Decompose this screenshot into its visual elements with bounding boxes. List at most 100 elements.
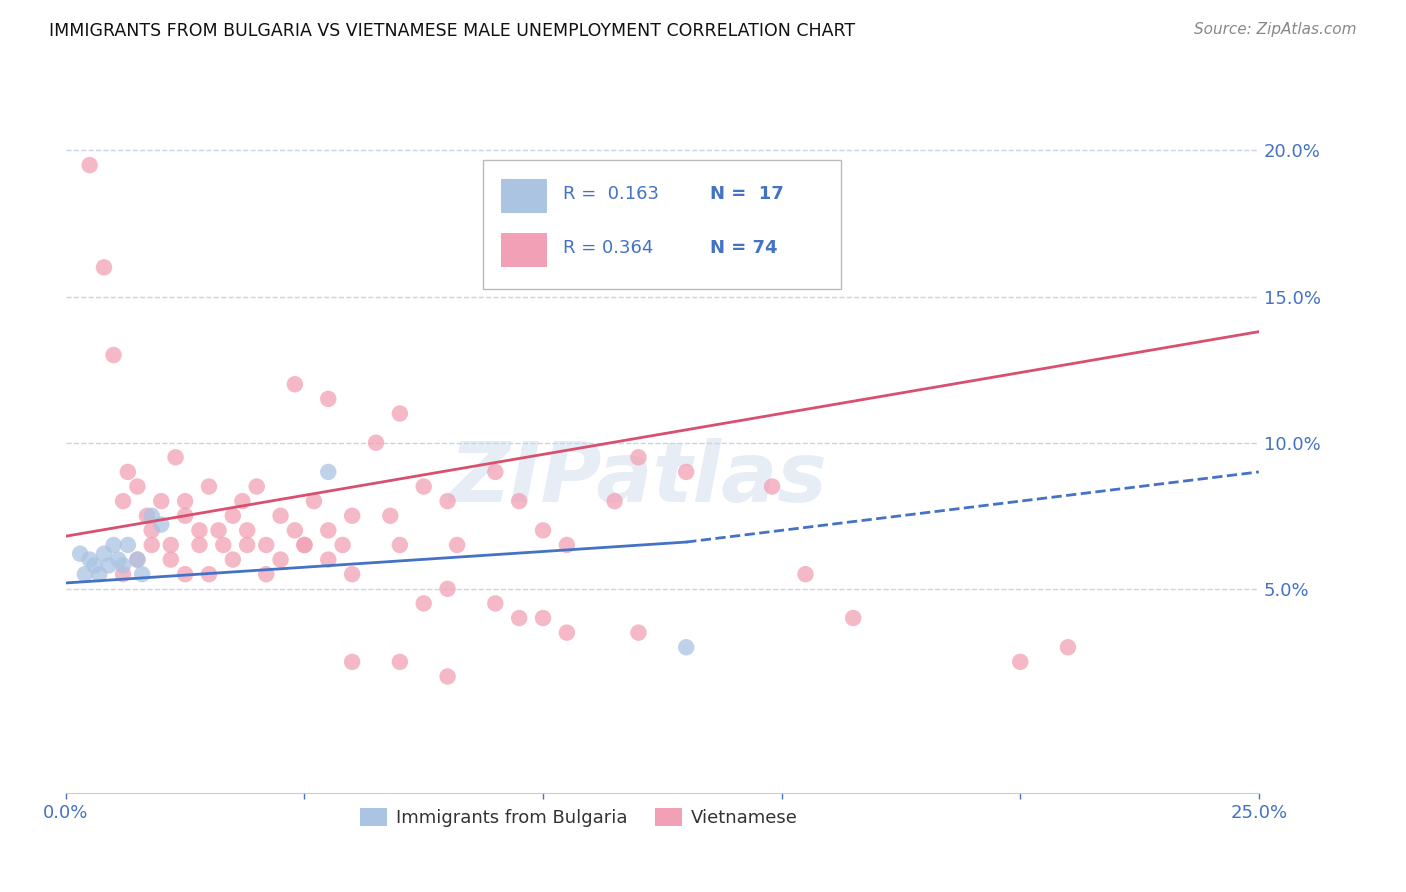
Point — [436, 494, 458, 508]
Point — [79, 552, 101, 566]
Point — [93, 547, 115, 561]
Text: N =  17: N = 17 — [710, 186, 783, 203]
Point — [388, 538, 411, 552]
Point — [127, 552, 149, 566]
Point — [127, 552, 149, 566]
Point — [627, 450, 650, 465]
Point — [340, 567, 363, 582]
Point — [93, 260, 115, 275]
Point — [294, 538, 316, 552]
Point — [254, 567, 277, 582]
Point — [294, 538, 316, 552]
Point — [79, 158, 101, 172]
Point — [127, 479, 149, 493]
Point — [794, 567, 817, 582]
Point — [112, 558, 135, 573]
Point — [97, 558, 120, 573]
Point — [508, 611, 530, 625]
Point — [316, 465, 339, 479]
Point — [198, 567, 221, 582]
Point — [236, 524, 259, 538]
Point — [555, 538, 578, 552]
Point — [675, 640, 697, 655]
Point — [212, 538, 235, 552]
Point — [380, 508, 402, 523]
Point — [117, 465, 139, 479]
Point — [555, 625, 578, 640]
Point — [207, 524, 229, 538]
Point — [141, 524, 163, 538]
Point — [174, 494, 197, 508]
Point — [141, 508, 163, 523]
FancyBboxPatch shape — [502, 233, 547, 268]
Point — [340, 655, 363, 669]
Point — [340, 508, 363, 523]
Point — [89, 567, 111, 582]
Point — [117, 538, 139, 552]
Point — [412, 479, 434, 493]
Point — [112, 494, 135, 508]
Point — [316, 552, 339, 566]
Point — [842, 611, 865, 625]
Point — [246, 479, 269, 493]
Point — [1010, 655, 1032, 669]
Text: N = 74: N = 74 — [710, 239, 778, 257]
Point — [150, 517, 173, 532]
Point — [73, 567, 96, 582]
Point — [222, 508, 245, 523]
Point — [436, 669, 458, 683]
Point — [159, 538, 181, 552]
Legend: Immigrants from Bulgaria, Vietnamese: Immigrants from Bulgaria, Vietnamese — [353, 801, 804, 834]
FancyBboxPatch shape — [484, 160, 841, 289]
Point — [174, 508, 197, 523]
Point — [131, 567, 153, 582]
Point — [302, 494, 325, 508]
Text: R =  0.163: R = 0.163 — [564, 186, 659, 203]
Point — [1057, 640, 1080, 655]
Point — [236, 538, 259, 552]
Text: R = 0.364: R = 0.364 — [564, 239, 654, 257]
Point — [222, 552, 245, 566]
Point — [316, 524, 339, 538]
Text: Source: ZipAtlas.com: Source: ZipAtlas.com — [1194, 22, 1357, 37]
Point — [531, 611, 554, 625]
Point — [675, 465, 697, 479]
Point — [69, 547, 91, 561]
FancyBboxPatch shape — [502, 179, 547, 213]
Point — [436, 582, 458, 596]
Point — [112, 567, 135, 582]
Point — [388, 407, 411, 421]
Point — [83, 558, 105, 573]
Point — [150, 494, 173, 508]
Point — [188, 524, 211, 538]
Point — [284, 524, 307, 538]
Point — [107, 552, 129, 566]
Point — [188, 538, 211, 552]
Point — [284, 377, 307, 392]
Point — [388, 655, 411, 669]
Point — [165, 450, 187, 465]
Point — [316, 392, 339, 406]
Text: IMMIGRANTS FROM BULGARIA VS VIETNAMESE MALE UNEMPLOYMENT CORRELATION CHART: IMMIGRANTS FROM BULGARIA VS VIETNAMESE M… — [49, 22, 855, 40]
Point — [141, 538, 163, 552]
Point — [270, 508, 292, 523]
Point — [484, 596, 506, 610]
Point — [761, 479, 783, 493]
Point — [103, 538, 125, 552]
Point — [174, 567, 197, 582]
Point — [603, 494, 626, 508]
Point — [627, 625, 650, 640]
Point — [484, 465, 506, 479]
Point — [198, 479, 221, 493]
Point — [364, 435, 387, 450]
Point — [446, 538, 468, 552]
Point — [231, 494, 253, 508]
Point — [103, 348, 125, 362]
Point — [270, 552, 292, 566]
Text: ZIPatlas: ZIPatlas — [450, 438, 827, 519]
Point — [254, 538, 277, 552]
Point — [136, 508, 159, 523]
Point — [159, 552, 181, 566]
Point — [508, 494, 530, 508]
Point — [332, 538, 354, 552]
